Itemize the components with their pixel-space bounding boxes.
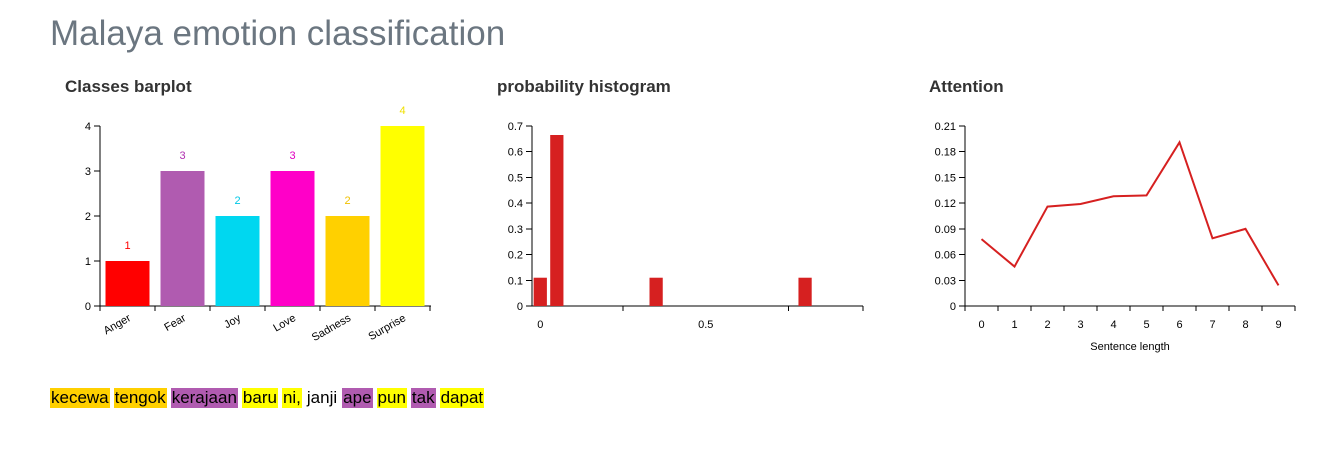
bar-joy	[215, 216, 260, 306]
histogram-title: probability histogram	[497, 77, 671, 96]
x-tick-label: Anger	[102, 312, 134, 337]
sentence-word: ape	[342, 388, 373, 408]
x-tick-label: 2	[1044, 319, 1050, 331]
x-tick-label: Sadness	[310, 312, 354, 344]
bar-surprise	[380, 126, 425, 306]
y-tick-label: 0.2	[508, 250, 523, 262]
x-tick-label: 6	[1176, 319, 1182, 331]
bar-fear	[160, 171, 205, 306]
x-axis-label: Sentence length	[1090, 341, 1170, 353]
attention-series-line	[980, 139, 1280, 286]
y-tick-label: 0	[85, 301, 91, 313]
page-title: Malaya emotion classification	[50, 14, 506, 53]
bar-value-label: 3	[179, 150, 185, 162]
x-tick-label: 9	[1275, 319, 1281, 331]
y-tick-label: 0.18	[935, 147, 956, 159]
x-tick-label: 8	[1242, 319, 1248, 331]
y-tick-label: 3	[85, 166, 91, 178]
y-tick-label: 4	[85, 121, 91, 133]
sentence-word: baru	[241, 388, 278, 408]
bar-value-label: 2	[344, 195, 350, 207]
y-tick-label: 0.3	[508, 224, 523, 236]
hist-bar	[798, 277, 812, 306]
y-tick-label: 0.4	[508, 198, 523, 210]
hist-bar	[533, 277, 547, 306]
bar-sadness	[325, 216, 370, 306]
x-tick-label: 4	[1110, 319, 1116, 331]
hist-bar	[649, 277, 663, 306]
attention-title: Attention	[929, 77, 1004, 96]
sentence-word: kerajaan	[170, 388, 238, 408]
x-tick-label: 0.5	[698, 319, 713, 331]
bar-value-label: 1	[124, 240, 130, 252]
sentence-word: janji	[305, 388, 339, 408]
x-tick-label: 5	[1143, 319, 1149, 331]
y-tick-label: 0	[517, 301, 523, 313]
probability-histogram: 0 0.1 0.2 0.3 0.4 0.5 0.6 0.7 0 0.5	[508, 121, 864, 331]
sentence-word: ni,	[281, 388, 302, 408]
x-tick-label: 0	[978, 319, 984, 331]
y-tick-label: 0.21	[935, 121, 956, 133]
sentence-word: tengok	[113, 388, 167, 408]
bar-axes	[94, 125, 431, 311]
bar-value-label: 3	[289, 150, 295, 162]
y-tick-label: 0.1	[508, 275, 523, 287]
x-tick-label: 1	[1011, 319, 1017, 331]
x-tick-label: Surprise	[367, 312, 408, 343]
y-tick-label: 1	[85, 256, 91, 268]
bar-love	[270, 171, 315, 306]
y-tick-label: 0.5	[508, 172, 523, 184]
y-tick-label: 0.03	[935, 275, 956, 287]
x-tick-label: 3	[1077, 319, 1083, 331]
x-tick-label: Fear	[162, 312, 188, 334]
hist-bar	[550, 135, 564, 306]
x-tick-label: Love	[271, 312, 298, 334]
sentence-word: pun	[376, 388, 407, 408]
sentence-word: kecewa	[50, 388, 110, 408]
y-tick-label: 0.7	[508, 121, 523, 133]
y-tick-label: 0.09	[935, 224, 956, 236]
sentence-word: dapat	[439, 388, 485, 408]
y-tick-label: 0.15	[935, 172, 956, 184]
y-tick-label: 0.12	[935, 198, 956, 210]
bar-anger	[105, 261, 150, 306]
x-tick-label: 7	[1209, 319, 1215, 331]
y-tick-label: 0	[950, 301, 956, 313]
hist-axes	[526, 125, 864, 311]
line-axes	[959, 125, 1296, 311]
barplot-title: Classes barplot	[65, 77, 192, 96]
sentence-word: tak	[410, 388, 436, 408]
y-tick-label: 0.6	[508, 147, 523, 159]
classes-barplot: 0 1 2 3 4 1 Anger 3 Fear 2 Joy 3 Love 2 Sadness 4 Surpri…	[85, 105, 431, 344]
x-tick-label: 0	[537, 319, 543, 331]
bar-value-label: 4	[399, 105, 405, 117]
bar-value-label: 2	[234, 195, 240, 207]
highlighted-sentence: kecewa tengok kerajaan baru ni, janji ape pun ta…	[50, 388, 488, 408]
x-tick-label: Joy	[222, 312, 243, 331]
y-tick-label: 2	[85, 211, 91, 223]
y-tick-label: 0.06	[935, 250, 956, 262]
attention-line-chart: 0 0.03 0.06 0.09 0.12 0.15 0.18 0.21 0 1 2 3 4 5 6 7 8 9 S…	[935, 121, 1296, 353]
